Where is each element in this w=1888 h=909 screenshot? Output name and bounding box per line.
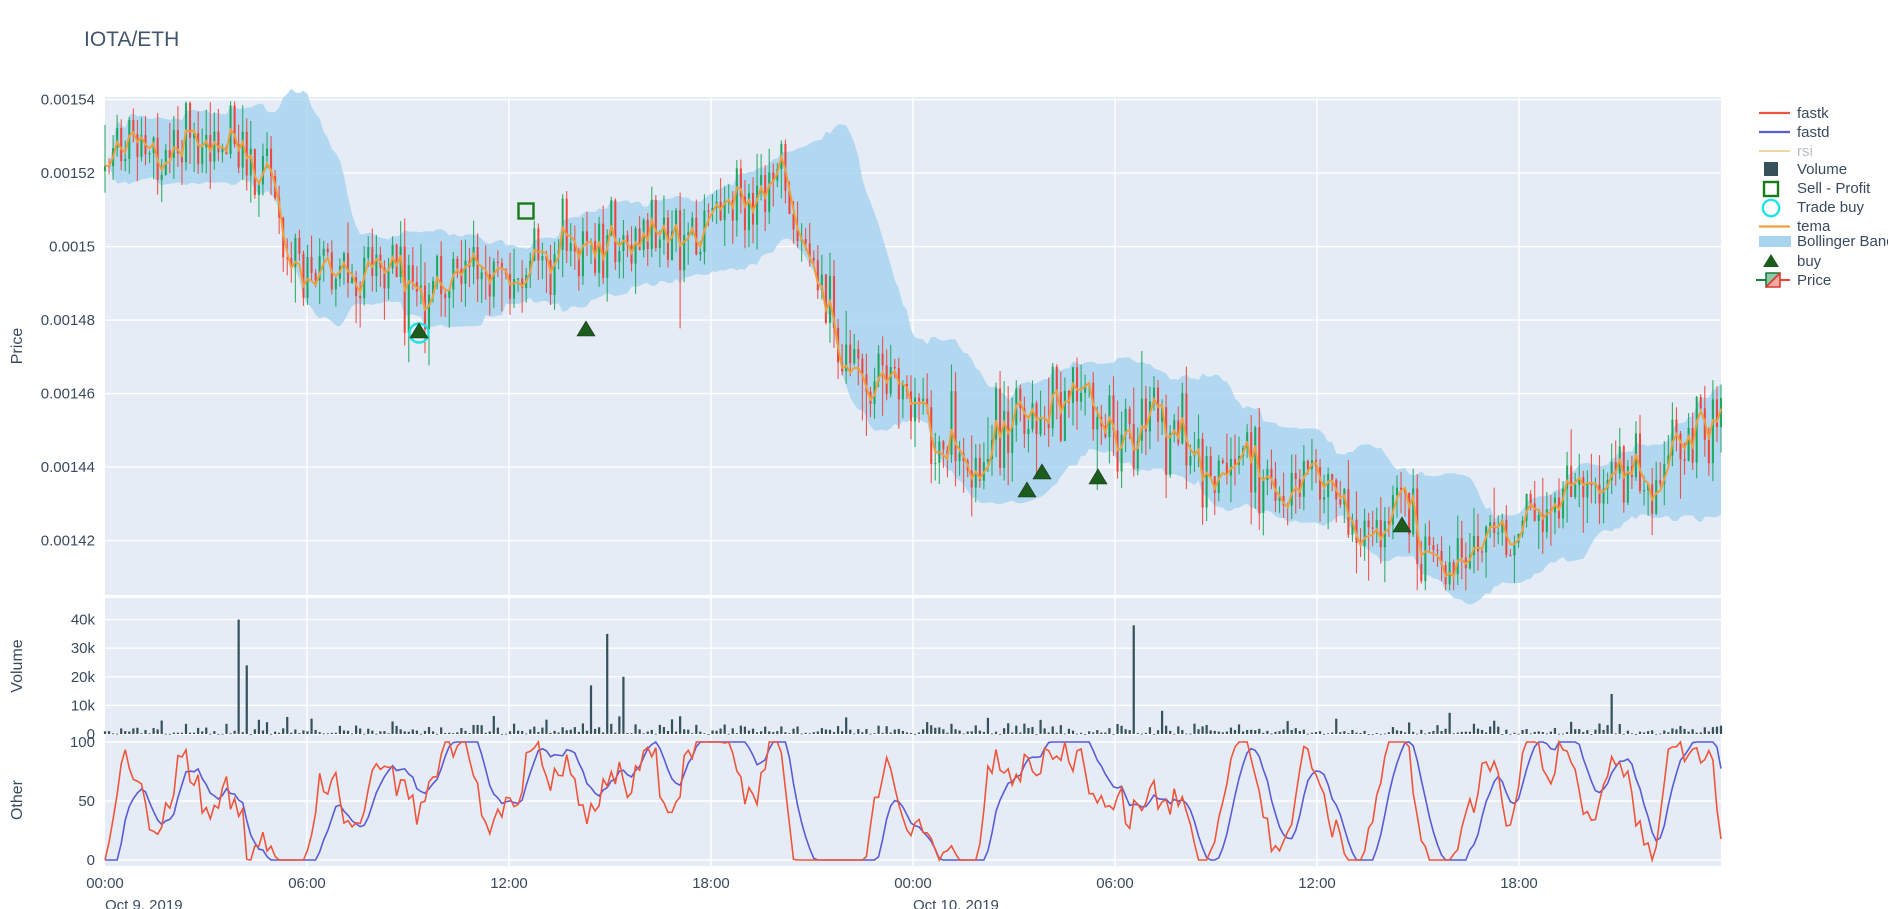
svg-text:30k: 30k: [71, 640, 96, 657]
svg-text:Trade buy: Trade buy: [1797, 199, 1864, 216]
svg-text:0.00154: 0.00154: [41, 92, 95, 109]
svg-text:Price: Price: [9, 328, 26, 365]
svg-text:buy: buy: [1797, 253, 1822, 270]
svg-text:Other: Other: [9, 779, 26, 820]
svg-text:Volume: Volume: [1797, 161, 1847, 178]
svg-text:00:00: 00:00: [86, 875, 124, 892]
svg-text:Price: Price: [1797, 272, 1831, 289]
svg-text:10k: 10k: [71, 697, 96, 714]
svg-text:0.00144: 0.00144: [41, 459, 95, 476]
svg-text:Sell - Profit: Sell - Profit: [1797, 180, 1871, 197]
svg-text:00:00: 00:00: [894, 875, 932, 892]
svg-text:12:00: 12:00: [1298, 875, 1336, 892]
svg-text:Bollinger Band: Bollinger Band: [1797, 233, 1888, 250]
svg-text:40k: 40k: [71, 612, 96, 629]
svg-text:50: 50: [78, 793, 95, 810]
svg-text:12:00: 12:00: [490, 875, 528, 892]
svg-text:0: 0: [87, 852, 95, 869]
svg-text:0.00148: 0.00148: [41, 312, 95, 329]
svg-text:06:00: 06:00: [1096, 875, 1134, 892]
svg-text:fastk: fastk: [1797, 105, 1829, 122]
svg-text:0.00142: 0.00142: [41, 533, 95, 550]
svg-text:Volume: Volume: [9, 639, 26, 692]
svg-text:Oct 9, 2019: Oct 9, 2019: [105, 897, 183, 909]
svg-text:Oct 10, 2019: Oct 10, 2019: [913, 897, 999, 909]
svg-text:0.00152: 0.00152: [41, 165, 95, 182]
svg-text:18:00: 18:00: [1500, 875, 1538, 892]
svg-text:06:00: 06:00: [288, 875, 326, 892]
svg-text:0.00146: 0.00146: [41, 386, 95, 403]
svg-text:fastd: fastd: [1797, 124, 1830, 141]
svg-text:18:00: 18:00: [692, 875, 730, 892]
svg-text:0.0015: 0.0015: [49, 239, 95, 256]
svg-text:IOTA/ETH: IOTA/ETH: [84, 28, 179, 51]
svg-text:rsi: rsi: [1797, 143, 1813, 160]
svg-text:100: 100: [70, 734, 95, 751]
svg-text:20k: 20k: [71, 669, 96, 686]
